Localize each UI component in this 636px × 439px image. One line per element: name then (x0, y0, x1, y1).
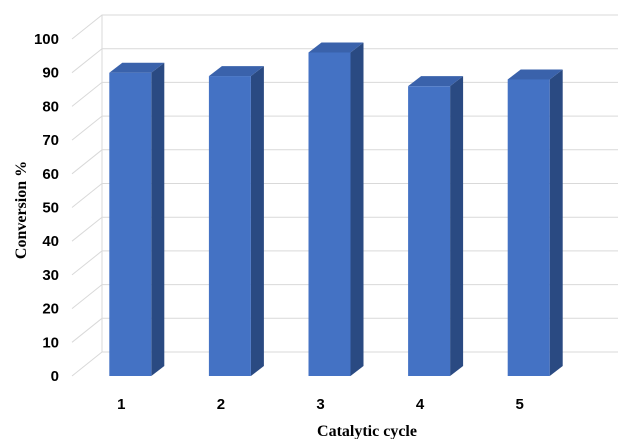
bar-side (151, 62, 165, 376)
bar (308, 42, 364, 376)
bar (408, 76, 464, 377)
y-tick-label: 70 (42, 132, 59, 149)
y-axis-ticks: 0 10 20 30 40 50 60 70 80 90 100 (34, 31, 59, 385)
x-axis-title: Catalytic cycle (317, 423, 417, 439)
bar (208, 66, 264, 376)
y-tick-label: 10 (42, 334, 59, 351)
bar-front (109, 72, 152, 376)
bar-side (250, 66, 264, 376)
y-tick-label: 20 (42, 301, 59, 318)
bar-front (408, 86, 451, 377)
bar-side (450, 76, 464, 377)
bar (109, 62, 165, 376)
bar-top (408, 76, 464, 87)
bars (109, 42, 563, 377)
x-tick-label: 2 (217, 396, 225, 413)
y-tick-label: 60 (42, 166, 59, 183)
y-tick-label: 30 (42, 267, 59, 284)
y-tick-label: 0 (51, 368, 59, 385)
bar-front (507, 79, 550, 376)
bar-front (308, 52, 351, 376)
x-axis-ticks: 1 2 3 4 5 (117, 396, 524, 413)
y-axis-title: Conversion % (13, 161, 30, 259)
y-tick-label: 80 (42, 98, 59, 115)
x-tick-label: 1 (117, 396, 125, 413)
bar-top (308, 42, 364, 53)
y-tick-label: 50 (42, 200, 59, 217)
grid (71, 14, 618, 377)
bar-top (208, 66, 264, 77)
bar-side (549, 69, 563, 376)
x-tick-label: 5 (516, 396, 524, 413)
bar-top (109, 62, 165, 73)
bar (507, 69, 563, 376)
bar-front (208, 76, 251, 376)
y-tick-label: 90 (42, 65, 59, 82)
gridline (71, 14, 618, 40)
x-tick-label: 3 (316, 396, 324, 413)
bar-side (350, 42, 364, 376)
x-tick-label: 4 (416, 396, 425, 413)
y-tick-label: 40 (42, 233, 59, 250)
y-tick-label: 100 (34, 31, 59, 48)
bar-top (507, 69, 563, 80)
